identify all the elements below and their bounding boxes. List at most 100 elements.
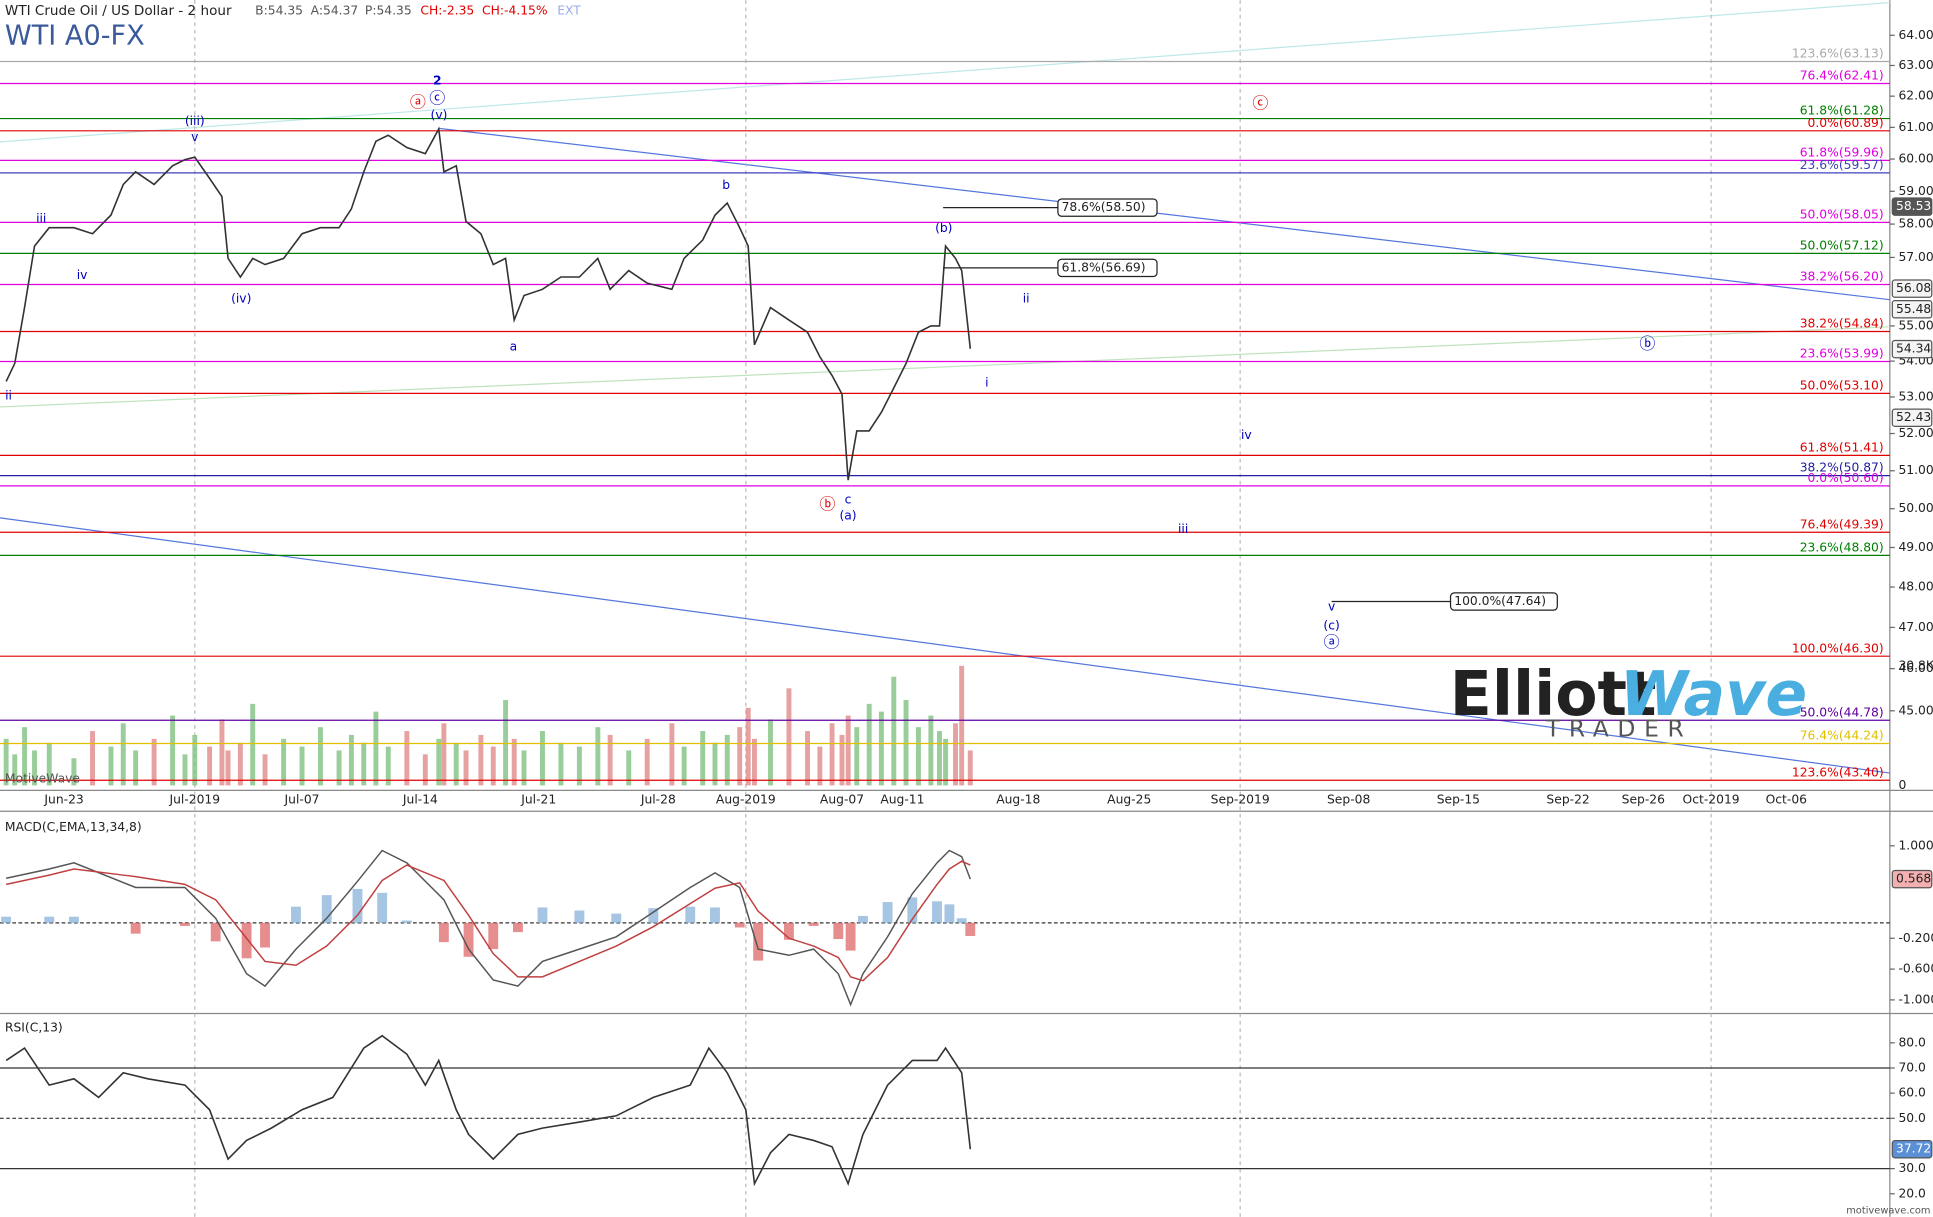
volume-bar [151, 738, 157, 786]
volume-bar [854, 727, 860, 786]
fib-label: 76.4%(44.24) [1800, 729, 1884, 743]
volume-tick-label: 0 [1898, 778, 1906, 792]
y-tick-label: 51.00 [1898, 463, 1933, 477]
price-marker [1891, 869, 1933, 889]
histogram-bar [845, 922, 856, 951]
volume-bar [745, 707, 751, 786]
fib-label: 61.8%(59.96) [1800, 145, 1884, 159]
volume-bar [207, 746, 213, 786]
volume-bar [737, 727, 743, 786]
wave-label: iv [1241, 428, 1252, 442]
x-tick-label: Jul-14 [402, 793, 438, 807]
x-tick-label: Aug-2019 [716, 793, 776, 807]
volume-bar [12, 754, 18, 786]
quote: A:54.37 [311, 4, 359, 18]
fib-label: 50.0%(57.12) [1800, 239, 1884, 253]
y-tick-label: 47.00 [1898, 620, 1933, 634]
volume-bar [250, 703, 256, 786]
histogram-bar [180, 922, 190, 926]
callout-label: 100.0%(47.64) [1454, 594, 1546, 608]
histogram-bar [710, 907, 720, 923]
fib-label: 123.6%(43.40) [1792, 765, 1884, 779]
volume-bar [712, 742, 718, 786]
callout-label: 61.8%(56.69) [1062, 260, 1146, 274]
y-tick-label: 70.0 [1898, 1060, 1926, 1074]
wave-label: c [845, 492, 852, 506]
panel-title: RSI(C,13) [5, 1021, 63, 1035]
y-tick-label: 59.00 [1898, 184, 1933, 198]
y-tick-label: 50.0 [1898, 1111, 1926, 1125]
y-tick-label: 30.0 [1898, 1161, 1926, 1175]
x-tick-label: Jul-28 [640, 793, 676, 807]
histogram-bar [833, 922, 844, 940]
x-tick-label: Aug-25 [1107, 793, 1151, 807]
volume-bar [453, 742, 459, 786]
volume-bar [626, 750, 632, 786]
histogram-bar [68, 916, 79, 923]
quote: EXT [557, 4, 581, 18]
price-marker-label: 0.568 [1896, 872, 1931, 886]
x-tick-label: Sep-26 [1622, 793, 1665, 807]
volume-tick-label: 30.8K [1898, 658, 1933, 672]
histogram-bar [907, 897, 918, 923]
volume-bar [71, 758, 77, 786]
logo-text: Elliott [1450, 658, 1657, 730]
trendline [0, 517, 1890, 774]
volume-bar [521, 750, 527, 786]
volume-bar [959, 665, 965, 786]
y-tick-label: -0.600 [1898, 962, 1933, 976]
price-line [5, 1034, 972, 1187]
x-tick-label: Oct-06 [1766, 793, 1808, 807]
volume-bar [463, 750, 469, 786]
volume-bar [348, 734, 354, 786]
histogram-bar [321, 895, 332, 923]
histogram-bar [352, 888, 363, 923]
x-tick-label: Jun-23 [43, 793, 83, 807]
logo-text: Wave [1620, 658, 1807, 730]
y-tick-label: 53.00 [1898, 389, 1933, 403]
volume-bar [669, 723, 675, 786]
volume-bar [22, 727, 28, 786]
series-line [6, 860, 971, 982]
histogram-bar [944, 904, 955, 923]
histogram-bar [130, 922, 141, 934]
trendline [438, 127, 1890, 301]
price-marker [1891, 339, 1933, 359]
histogram-bar [685, 906, 696, 923]
wave-label: (a) [839, 509, 856, 523]
histogram-bar [44, 916, 55, 923]
x-tick-label: Sep-15 [1437, 793, 1480, 807]
y-tick-label: 62.00 [1898, 89, 1933, 103]
histogram-bar [377, 892, 388, 923]
volume-bar [133, 750, 139, 786]
wave-label: ii [5, 389, 12, 403]
x-tick-label: Jul-07 [284, 793, 320, 807]
wave-label: iii [36, 211, 46, 225]
histogram-bar [784, 922, 794, 940]
volume-bar [108, 746, 114, 786]
volume-bar [891, 676, 897, 786]
callout-box [1449, 592, 1558, 611]
price-marker [1891, 408, 1933, 427]
price-marker-label: 55.48 [1896, 302, 1931, 316]
histogram-bar [1, 916, 12, 923]
quote: CH:-4.15% [482, 4, 548, 18]
volume-bar [928, 715, 934, 786]
fib-label: 38.2%(50.87) [1800, 461, 1884, 475]
fib-label: 0.0%(50.60) [1808, 471, 1884, 485]
plot-layer: 123.6%(63.13)76.4%(62.41)61.8%(61.28)0.0… [0, 0, 1890, 1217]
volume-bar [120, 723, 126, 786]
wave-label: a [510, 339, 518, 353]
y-tick-label: 58.00 [1898, 217, 1933, 231]
histogram-bar [291, 906, 301, 923]
price-line [5, 126, 972, 481]
wave-label: i [985, 375, 988, 389]
panel-title: MACD(C,EMA,13,34,8) [5, 820, 142, 834]
volume-bar [3, 738, 9, 786]
y-tick-label: 60.00 [1898, 152, 1933, 166]
histogram-bar [401, 920, 412, 923]
histogram-bar [956, 918, 967, 923]
volume-bar [576, 746, 582, 786]
volume-bar [46, 742, 52, 786]
quote: CH:-2.35 [420, 4, 474, 18]
